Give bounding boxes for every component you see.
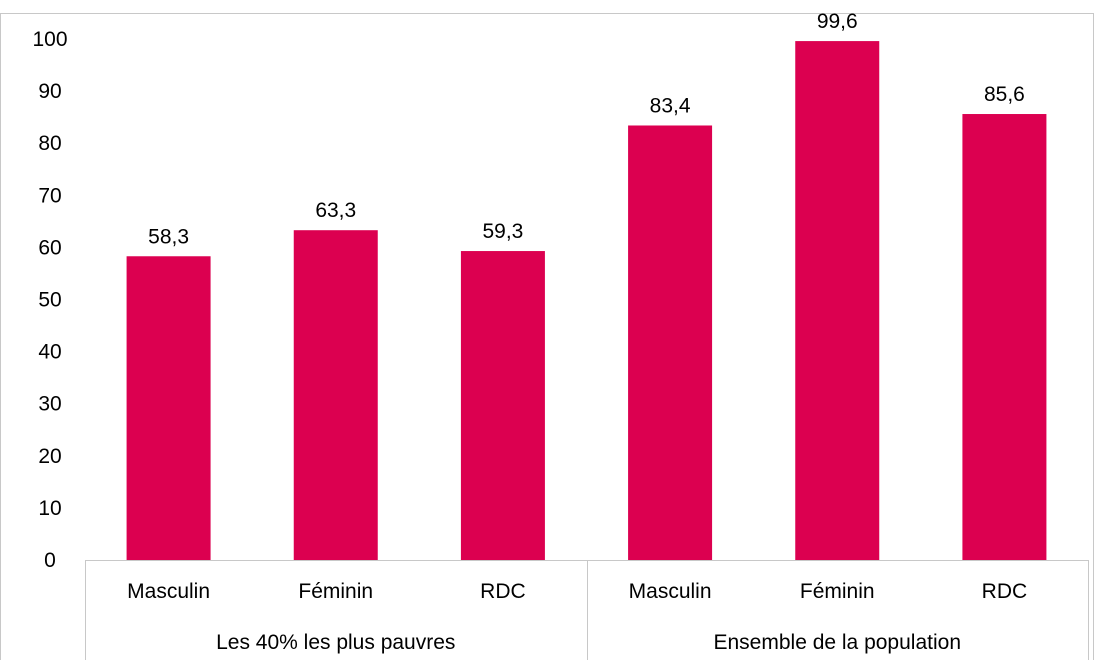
- bar: [962, 114, 1047, 561]
- y-tick-label: 90: [38, 80, 61, 103]
- y-tick-label: 70: [38, 184, 61, 207]
- y-tick-label: 40: [38, 341, 61, 364]
- x-category-label: Masculin: [629, 580, 712, 603]
- y-tick-label: 0: [44, 549, 56, 572]
- y-tick-label: 100: [32, 28, 67, 51]
- bar: [126, 256, 211, 560]
- data-label: 85,6: [984, 83, 1025, 106]
- y-tick-label: 50: [38, 289, 61, 312]
- x-category-label: Féminin: [800, 580, 875, 603]
- bar: [293, 230, 378, 560]
- bar: [795, 41, 880, 561]
- x-axis: Masculin Féminin RDC Masculin Féminin RDC Les …: [85, 560, 1089, 660]
- x-category-label: Masculin: [127, 580, 210, 603]
- x-group-label: Les 40% les plus pauvres: [216, 631, 455, 654]
- bar: [628, 125, 713, 561]
- data-label: 59,3: [482, 220, 523, 243]
- y-tick-label: 10: [38, 497, 61, 520]
- data-label: 99,6: [817, 10, 858, 33]
- x-category-label: RDC: [982, 580, 1028, 603]
- x-category-label: RDC: [480, 580, 526, 603]
- data-label: 83,4: [650, 94, 691, 117]
- x-category-label: Féminin: [298, 580, 373, 603]
- y-tick-label: 80: [38, 132, 61, 155]
- data-labels: 58,3 63,3 59,3 83,4 99,6 85,6: [148, 10, 1025, 248]
- chart-frame: [0, 13, 1094, 665]
- y-tick-label: 30: [38, 393, 61, 416]
- data-label: 63,3: [315, 199, 356, 222]
- data-label: 58,3: [148, 225, 189, 248]
- y-axis: 0 10 20 30 40 50 60 70 80 90 100: [32, 28, 67, 572]
- x-group-label: Ensemble de la population: [713, 631, 961, 654]
- y-tick-label: 20: [38, 445, 61, 468]
- bar: [460, 251, 545, 560]
- bar-series: [126, 41, 1047, 561]
- y-tick-label: 60: [38, 236, 61, 259]
